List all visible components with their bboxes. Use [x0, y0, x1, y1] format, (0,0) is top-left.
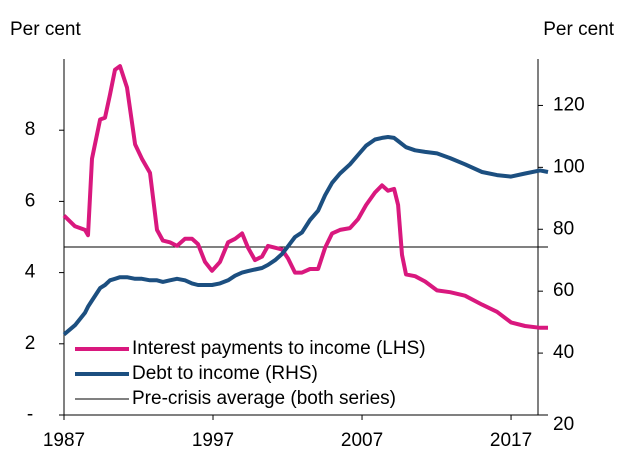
legend-label: Interest payments to income (LHS) — [132, 338, 426, 359]
y-axis-label: Per cent — [10, 19, 81, 40]
legend-label: Debt to income (RHS) — [132, 363, 318, 384]
y2-tick-label: 60 — [553, 280, 574, 301]
series-line — [62, 64, 548, 330]
x-tick-label: 2017 — [490, 430, 532, 451]
x-tick-label: 1997 — [192, 430, 234, 451]
y2-tick-label: 40 — [553, 342, 574, 363]
y-tick-label: 8 — [25, 119, 36, 140]
y-tick-label: - — [27, 404, 33, 425]
y-tick-label: 6 — [25, 190, 36, 211]
y2-tick-label: 120 — [553, 94, 585, 115]
y2-tick-label: 100 — [553, 156, 585, 177]
y2-tick-label: 80 — [553, 218, 574, 239]
y-tick-label: 2 — [25, 333, 36, 354]
x-tick-label: 1987 — [43, 430, 85, 451]
y2-axis-label: Per cent — [543, 19, 614, 40]
legend-label: Pre-crisis average (both series) — [132, 388, 396, 409]
y-tick-label: 4 — [25, 262, 36, 283]
y2-tick-label: 20 — [553, 414, 574, 435]
x-tick-label: 2007 — [341, 430, 383, 451]
series-line — [62, 135, 549, 337]
